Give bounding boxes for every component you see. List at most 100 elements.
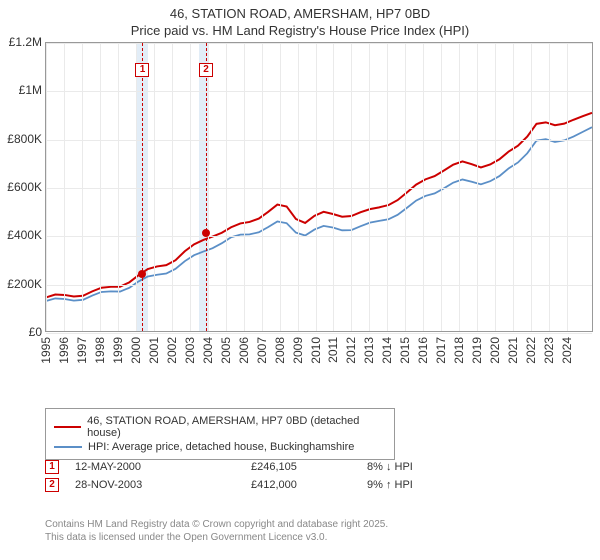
sale-marker-label: 1: [135, 63, 149, 77]
x-tick-label: 2017: [434, 337, 448, 364]
y-gridline: [46, 285, 592, 286]
x-gridline: [262, 43, 263, 331]
y-gridline: [46, 91, 592, 92]
title-area: 46, STATION ROAD, AMERSHAM, HP7 0BD Pric…: [0, 0, 600, 40]
sale-diff: 8% ↓ HPI: [367, 461, 447, 473]
y-gridline: [46, 236, 592, 237]
x-gridline: [567, 43, 568, 331]
y-gridline: [46, 43, 592, 44]
y-tick-label: £800K: [2, 132, 42, 146]
x-gridline: [118, 43, 119, 331]
x-gridline: [154, 43, 155, 331]
x-gridline: [477, 43, 478, 331]
chart-lines-svg: [46, 43, 592, 331]
chart-container: 46, STATION ROAD, AMERSHAM, HP7 0BD Pric…: [0, 0, 600, 560]
y-tick-label: £1.2M: [2, 35, 42, 49]
sale-marker-line: [206, 43, 207, 331]
y-tick-label: £200K: [2, 277, 42, 291]
sale-index-box: 1: [45, 460, 59, 474]
x-gridline: [100, 43, 101, 331]
y-tick-label: £400K: [2, 228, 42, 242]
x-gridline: [459, 43, 460, 331]
x-gridline: [280, 43, 281, 331]
sale-marker-dot: [138, 270, 146, 278]
x-tick-label: 1996: [57, 337, 71, 364]
x-gridline: [172, 43, 173, 331]
legend-label: HPI: Average price, detached house, Buck…: [88, 441, 354, 453]
x-tick-label: 2008: [273, 337, 287, 364]
y-tick-label: £1M: [2, 83, 42, 97]
legend-swatch: [54, 446, 82, 448]
x-gridline: [405, 43, 406, 331]
x-gridline: [387, 43, 388, 331]
x-tick-label: 2004: [201, 337, 215, 364]
sale-marker-dot: [202, 229, 210, 237]
y-tick-label: £600K: [2, 180, 42, 194]
legend-box: 46, STATION ROAD, AMERSHAM, HP7 0BD (det…: [45, 408, 395, 460]
x-gridline: [513, 43, 514, 331]
attribution-footer: Contains HM Land Registry data © Crown c…: [45, 518, 388, 544]
sale-index-box: 2: [45, 478, 59, 492]
x-tick-label: 2006: [237, 337, 251, 364]
x-gridline: [423, 43, 424, 331]
sale-price: £246,105: [251, 461, 351, 473]
x-tick-label: 2010: [309, 337, 323, 364]
x-tick-label: 2016: [416, 337, 430, 364]
legend-row: 46, STATION ROAD, AMERSHAM, HP7 0BD (det…: [54, 415, 386, 439]
sale-row: 1 12-MAY-2000 £246,105 8% ↓ HPI: [45, 460, 447, 474]
x-gridline: [441, 43, 442, 331]
x-gridline: [351, 43, 352, 331]
x-gridline: [495, 43, 496, 331]
footer-line2: This data is licensed under the Open Gov…: [45, 531, 388, 544]
x-tick-label: 2000: [129, 337, 143, 364]
x-gridline: [136, 43, 137, 331]
x-tick-label: 2003: [183, 337, 197, 364]
x-gridline: [208, 43, 209, 331]
sale-row: 228-NOV-2003£412,0009% ↑ HPI: [45, 478, 447, 492]
x-tick-label: 1997: [75, 337, 89, 364]
x-tick-label: 1999: [111, 337, 125, 364]
sale-date: 28-NOV-2003: [75, 479, 235, 491]
x-tick-label: 2001: [147, 337, 161, 364]
sale-marker-line: [142, 43, 143, 331]
x-tick-label: 1995: [39, 337, 53, 364]
sale-date: 12-MAY-2000: [75, 461, 235, 473]
footer-line1: Contains HM Land Registry data © Crown c…: [45, 518, 388, 531]
x-gridline: [531, 43, 532, 331]
x-tick-label: 2002: [165, 337, 179, 364]
x-tick-label: 1998: [93, 337, 107, 364]
x-tick-label: 2018: [452, 337, 466, 364]
x-tick-label: 2012: [344, 337, 358, 364]
y-gridline: [46, 188, 592, 189]
title-address: 46, STATION ROAD, AMERSHAM, HP7 0BD: [0, 6, 600, 23]
sale-price: £412,000: [251, 479, 351, 491]
x-tick-label: 2022: [524, 337, 538, 364]
x-gridline: [549, 43, 550, 331]
x-gridline: [369, 43, 370, 331]
x-tick-label: 2011: [326, 337, 340, 363]
x-gridline: [333, 43, 334, 331]
x-tick-label: 2014: [380, 337, 394, 364]
x-gridline: [226, 43, 227, 331]
y-tick-label: £0: [2, 325, 42, 339]
x-tick-label: 2013: [362, 337, 376, 364]
sale-marker-label: 2: [199, 63, 213, 77]
x-tick-label: 2021: [506, 337, 520, 364]
x-tick-label: 2015: [398, 337, 412, 364]
x-tick-label: 2019: [470, 337, 484, 364]
x-gridline: [316, 43, 317, 331]
plot-area: 12: [45, 42, 593, 332]
x-tick-label: 2023: [542, 337, 556, 364]
x-tick-label: 2005: [219, 337, 233, 364]
x-tick-label: 2020: [488, 337, 502, 364]
x-gridline: [82, 43, 83, 331]
x-gridline: [64, 43, 65, 331]
x-gridline: [190, 43, 191, 331]
x-gridline: [298, 43, 299, 331]
legend-label: 46, STATION ROAD, AMERSHAM, HP7 0BD (det…: [87, 415, 386, 439]
y-gridline: [46, 333, 592, 334]
legend-swatch: [54, 426, 81, 428]
legend-row: HPI: Average price, detached house, Buck…: [54, 441, 386, 453]
x-tick-label: 2009: [291, 337, 305, 364]
x-tick-label: 2024: [560, 337, 574, 364]
